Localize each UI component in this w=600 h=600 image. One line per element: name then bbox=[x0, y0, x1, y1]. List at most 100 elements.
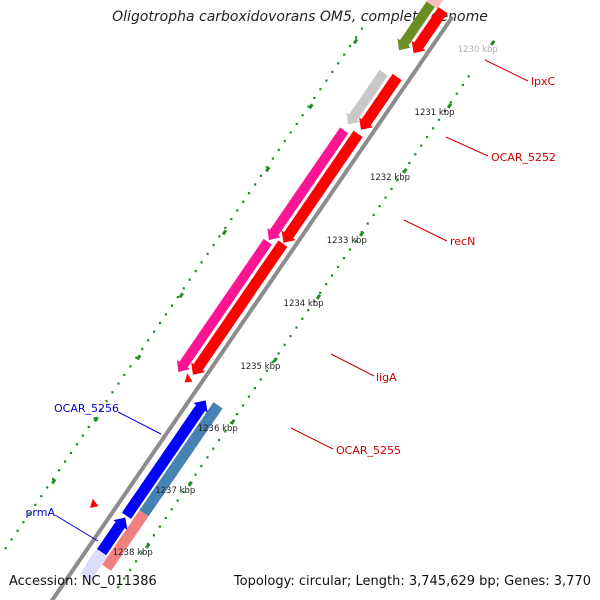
scale-dot bbox=[170, 304, 173, 307]
tick-label: 1238 kbp bbox=[113, 548, 153, 558]
scale-dot bbox=[111, 391, 114, 394]
scale-dot bbox=[141, 347, 144, 351]
major-tick bbox=[402, 167, 408, 174]
scale-dot bbox=[271, 157, 274, 160]
scale-dot bbox=[52, 477, 55, 480]
scale-dot bbox=[140, 551, 144, 554]
gene-label-OCAR_5252[interactable]: OCAR_5252 bbox=[491, 151, 556, 164]
scale-dot bbox=[349, 44, 352, 48]
tick-label: 1231 kbp bbox=[415, 108, 455, 118]
scale-dot bbox=[200, 464, 203, 468]
gene-lpxC[interactable] bbox=[397, 1, 435, 51]
cds-forward-arrow[interactable] bbox=[411, 7, 448, 54]
scale-dot bbox=[432, 127, 435, 130]
cds-fragment[interactable] bbox=[80, 549, 108, 582]
scale-dot bbox=[10, 538, 13, 541]
gene-label-lpxC[interactable]: lpxC bbox=[531, 75, 556, 88]
scale-dot bbox=[224, 430, 227, 433]
scale-dot bbox=[265, 369, 268, 372]
scale-dot bbox=[242, 200, 245, 203]
scale-dot bbox=[331, 70, 334, 73]
cds-forward-arrow[interactable] bbox=[359, 73, 402, 130]
major-tick bbox=[221, 229, 228, 236]
cds-forward-arrow[interactable] bbox=[184, 373, 193, 383]
gene-label-ligA[interactable]: ligA bbox=[376, 371, 397, 384]
scale-dot bbox=[241, 404, 245, 407]
gene-recN[interactable] bbox=[267, 127, 349, 241]
tick-label: 1235 kbp bbox=[240, 362, 280, 372]
scale-dot bbox=[164, 313, 168, 316]
scale-dot bbox=[194, 270, 197, 273]
tick-label: 1234 kbp bbox=[284, 299, 324, 309]
gene-fragment[interactable] bbox=[426, 0, 446, 9]
scale-dot bbox=[206, 252, 209, 255]
scale-dot bbox=[307, 309, 310, 312]
scale-dot bbox=[40, 495, 43, 498]
gene-label-OCAR_5255[interactable]: OCAR_5255 bbox=[336, 444, 401, 457]
cds-reverse-arrow[interactable] bbox=[121, 400, 208, 519]
scale-dot bbox=[265, 166, 269, 169]
major-tick bbox=[136, 354, 142, 361]
leader-line bbox=[290, 427, 334, 450]
scale-dot bbox=[455, 92, 458, 95]
leader-line bbox=[445, 136, 489, 157]
scale-dot bbox=[372, 213, 375, 216]
major-tick bbox=[51, 478, 57, 485]
gene-OCAR_5256[interactable] bbox=[139, 402, 223, 517]
scale-dot bbox=[135, 356, 138, 359]
scale-dot bbox=[22, 521, 25, 524]
backbone-group bbox=[49, 15, 455, 600]
leader-line bbox=[330, 353, 375, 377]
major-tick bbox=[315, 293, 322, 300]
scale-dot bbox=[58, 469, 61, 472]
scale-dot bbox=[337, 62, 340, 65]
genome-backbone bbox=[49, 15, 455, 600]
major-tick bbox=[187, 480, 193, 487]
cds-forward-arrow[interactable] bbox=[90, 498, 99, 508]
scale-dot bbox=[129, 568, 132, 571]
scale-dot bbox=[283, 140, 286, 143]
gene-label-OCAR_5256[interactable]: OCAR_5256 bbox=[54, 402, 119, 415]
scale-dot bbox=[396, 179, 399, 182]
gene-OCAR_5252[interactable] bbox=[346, 69, 388, 125]
scale-dot bbox=[105, 399, 108, 403]
scale-dot bbox=[295, 122, 298, 125]
cds-forward-arrow[interactable] bbox=[281, 130, 363, 243]
gene-label-recN[interactable]: recN bbox=[450, 235, 475, 248]
scale-dot bbox=[301, 114, 304, 117]
major-tick bbox=[178, 292, 184, 299]
gene-prmA[interactable] bbox=[102, 510, 149, 571]
scale-dot bbox=[75, 443, 78, 446]
scale-dot bbox=[360, 27, 364, 30]
scale-dot bbox=[182, 490, 185, 494]
scale-dot bbox=[99, 408, 102, 411]
scale-dot bbox=[390, 187, 393, 190]
gene-label-prmA[interactable]: prmA bbox=[25, 506, 55, 519]
scale-dot bbox=[16, 529, 19, 532]
leader-line bbox=[484, 59, 529, 82]
scale-dot bbox=[259, 174, 263, 177]
scale-dot bbox=[123, 577, 126, 580]
tick-label: 1233 kbp bbox=[327, 236, 367, 246]
scale-dot bbox=[319, 291, 322, 294]
scale-dot bbox=[283, 343, 286, 346]
accession-text: Accession: NC_011386 bbox=[9, 574, 157, 589]
scale-dot bbox=[437, 118, 441, 121]
major-tick bbox=[145, 542, 151, 549]
scale-dot bbox=[212, 447, 215, 450]
gene-OCAR_5255[interactable] bbox=[176, 238, 272, 372]
scale-dot bbox=[176, 499, 179, 502]
scale-dot bbox=[153, 330, 156, 333]
scale-dot bbox=[46, 486, 49, 489]
scale-dot bbox=[164, 516, 167, 520]
scale-dot bbox=[420, 144, 423, 147]
major-tick bbox=[359, 230, 365, 237]
cds-forward-arrow[interactable] bbox=[191, 240, 288, 375]
scale-dot bbox=[331, 274, 334, 277]
scale-dot bbox=[301, 317, 304, 320]
scale-dot bbox=[200, 261, 203, 264]
scale-dot bbox=[93, 417, 96, 420]
scale-dot bbox=[313, 300, 316, 303]
scale-dot bbox=[467, 75, 470, 78]
